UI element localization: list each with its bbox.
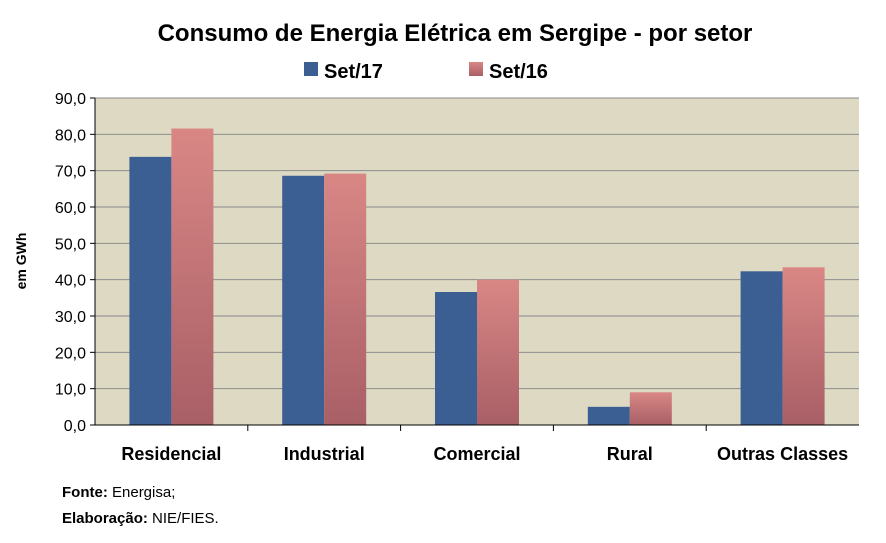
bar-set16-industrial — [324, 173, 367, 425]
legend-label-set16: Set/16 — [489, 61, 548, 83]
y-tick-label: 20,0 — [55, 345, 86, 362]
bar-set17-industrial — [282, 175, 325, 425]
footer-author: Elaboração: NIE/FIES. — [62, 508, 219, 530]
footer-author-label: Elaboração: — [62, 510, 148, 527]
category-label: Rural — [607, 444, 653, 464]
category-label: Industrial — [284, 444, 365, 464]
legend-label-set17: Set/17 — [324, 61, 383, 83]
y-tick-label: 10,0 — [55, 382, 86, 399]
footer-source: Fonte: Energisa; — [62, 482, 175, 504]
bar-set17-residencial — [129, 156, 172, 426]
bar-set17-comercial — [435, 292, 477, 425]
category-label: Residencial — [121, 444, 221, 464]
y-tick-label: 90,0 — [55, 91, 86, 108]
bars — [129, 128, 825, 426]
y-tick-labels: 0,0 10,0 20,0 30,0 40,0 50,0 60,0 70,0 80,0 90,0 — [55, 91, 95, 435]
y-tick-label: 80,0 — [55, 127, 86, 144]
category-label: Outras Classes — [717, 444, 848, 464]
bar-set16-outras-classes — [782, 267, 825, 425]
y-tick-label: 70,0 — [55, 164, 86, 181]
bar-set16-comercial — [477, 279, 519, 425]
bar-set16-rural — [629, 392, 672, 425]
y-tick-label: 50,0 — [55, 236, 86, 253]
category-labels: Residencial Industrial Comercial Rural Outra… — [121, 444, 848, 464]
bar-set17-outras-classes — [740, 271, 783, 425]
footer-author-value: NIE/FIES. — [152, 510, 219, 527]
y-tick-label: 30,0 — [55, 309, 86, 326]
y-tick-label: 0,0 — [64, 418, 86, 435]
y-axis-label: em GWh — [13, 233, 29, 290]
chart-title: Consumo de Energia Elétrica em Sergipe -… — [158, 20, 753, 47]
legend-swatch-set17 — [304, 62, 318, 76]
footer-source-value: Energisa; — [112, 484, 176, 501]
legend-swatch-set16 — [469, 62, 483, 76]
axes — [94, 98, 859, 431]
footer-source-label: Fonte: — [62, 484, 108, 501]
y-tick-label: 60,0 — [55, 200, 86, 217]
y-tick-label: 40,0 — [55, 273, 86, 290]
legend: Set/17 Set/16 — [304, 61, 548, 83]
category-label: Comercial — [433, 444, 520, 464]
bar-set17-rural — [587, 406, 630, 425]
bar-chart: Consumo de Energia Elétrica em Sergipe -… — [13, 20, 859, 464]
bar-set16-residencial — [171, 128, 214, 425]
